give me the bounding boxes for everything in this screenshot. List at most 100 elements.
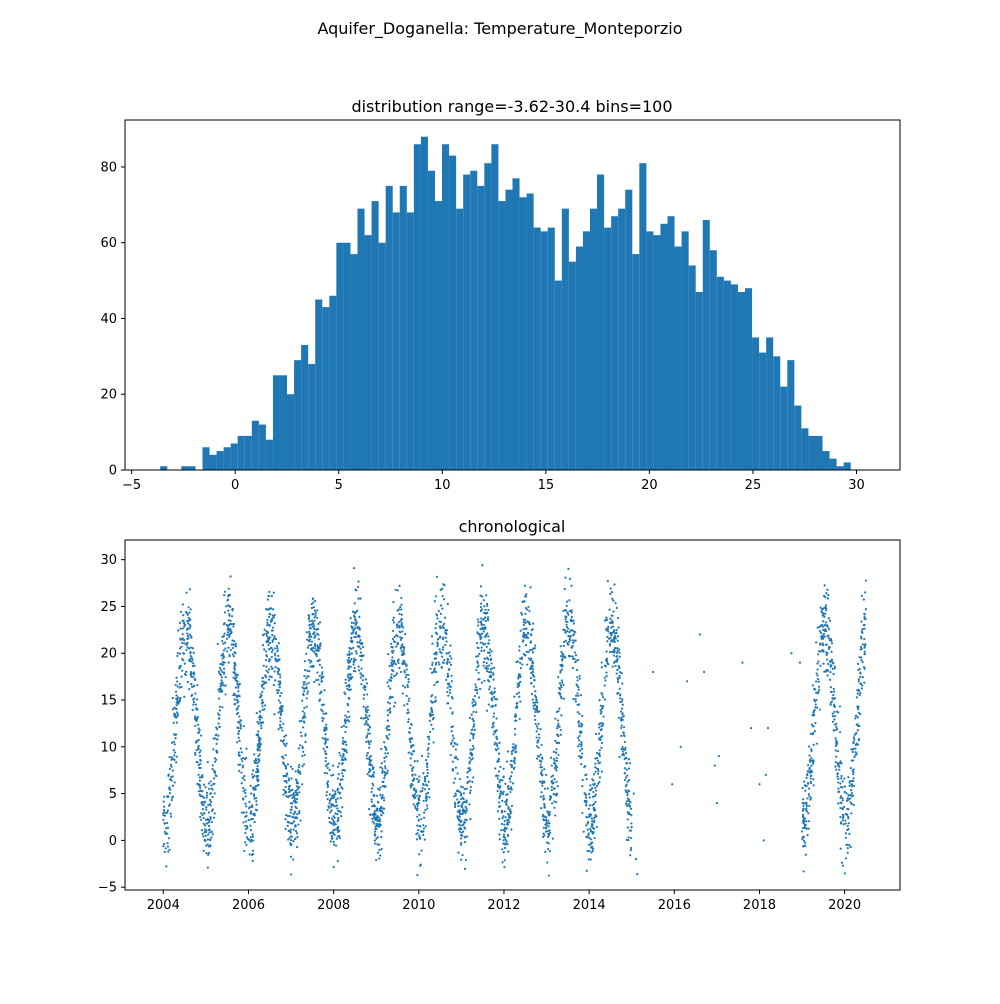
scatter-point [626, 811, 629, 814]
scatter-point [449, 707, 452, 710]
scatter-point [529, 676, 533, 680]
scatter-point [366, 693, 369, 696]
scatter-point [239, 763, 242, 766]
scatter-point [250, 792, 253, 795]
scatter-point [559, 645, 562, 648]
scatter-point [422, 799, 425, 802]
scatter-point [294, 770, 297, 773]
scatter-point [400, 649, 403, 653]
scatter-point [490, 650, 493, 653]
scatter-point [543, 802, 546, 806]
scatter-point [400, 618, 403, 621]
scatter-point [190, 682, 193, 686]
scatter-point [403, 669, 406, 672]
scatter-point [388, 697, 391, 700]
scatter-point [809, 780, 812, 783]
scatter-point [547, 842, 550, 845]
scatter-point [850, 759, 853, 762]
scatter-point [473, 699, 476, 702]
scatter-point [210, 784, 213, 787]
scatter-point [860, 630, 864, 633]
scatter-point [362, 717, 365, 720]
scatter-point [179, 627, 182, 630]
scatter-point [180, 675, 183, 678]
scatter-point [178, 647, 182, 650]
scatter-point [855, 696, 858, 699]
scatter-point [864, 617, 867, 621]
scatter-point [558, 682, 561, 685]
scatter-point [198, 779, 201, 782]
scatter-point [627, 758, 631, 761]
scatter-point [218, 705, 222, 708]
scatter-point [266, 621, 269, 624]
scatter-point [522, 600, 526, 603]
scatter-point [228, 655, 231, 658]
scatter-point [411, 774, 414, 777]
scatter-point [400, 621, 403, 624]
scatter-point [502, 851, 505, 854]
scatter-point [831, 715, 835, 718]
scatter-point [827, 637, 831, 640]
scatter-point [485, 709, 489, 712]
scatter-point [524, 636, 527, 639]
scatter-point [231, 607, 234, 611]
scatter-point [812, 710, 816, 713]
scatter-point [508, 816, 511, 819]
scatter-point [595, 751, 599, 755]
scatter-point [314, 611, 317, 615]
scatter-point [431, 701, 434, 704]
scatter-point [413, 760, 416, 763]
scatter-point [247, 818, 250, 822]
histogram-y-tick-label: 20 [100, 388, 117, 403]
scatter-point [621, 682, 624, 685]
scatter-point [554, 767, 557, 770]
scatter-point [366, 705, 369, 708]
scatter-point [476, 618, 480, 621]
scatter-point [393, 640, 397, 643]
scatter-point [463, 809, 466, 812]
scatter-point [279, 710, 282, 713]
scatter-point [607, 625, 610, 628]
scatter-point [391, 656, 394, 659]
scatter-point [626, 780, 629, 783]
scatter-point [831, 720, 835, 723]
scatter-point [289, 794, 292, 797]
scatter-point [572, 622, 576, 625]
scatter-point [820, 610, 823, 613]
scatter-point [476, 646, 479, 649]
scatter-point [605, 671, 608, 674]
scatter-point [823, 624, 826, 627]
scatter-point [829, 664, 832, 667]
scatter-point [499, 794, 502, 797]
scatter-point [303, 714, 306, 717]
scatter-point [233, 666, 236, 670]
scatter-point [837, 787, 840, 790]
scatter-point [446, 662, 449, 665]
scatter-point [534, 722, 537, 725]
scatter-point [617, 626, 620, 629]
scatter-point [292, 792, 295, 795]
scatter-point [577, 736, 580, 739]
scatter-point [425, 792, 428, 795]
scatter-point [454, 803, 457, 806]
scatter-point [509, 812, 512, 815]
scatter-point [430, 706, 433, 710]
scatter-point [352, 621, 355, 625]
scatter-point [175, 716, 178, 719]
scatter-y-tick-label: −5 [98, 881, 117, 896]
scatter-point [616, 668, 619, 672]
scatter-point [258, 710, 262, 713]
scatter-point [550, 779, 554, 782]
scatter-point [181, 627, 184, 630]
scatter-point [472, 734, 475, 738]
scatter-point [181, 619, 184, 623]
scatter-point [400, 603, 403, 606]
scatter-point [521, 663, 524, 666]
scatter-point [348, 715, 351, 718]
scatter-point [490, 662, 493, 665]
scatter-point [336, 787, 340, 790]
scatter-point [536, 757, 539, 760]
scatter-point [313, 644, 316, 647]
scatter-point [819, 642, 822, 645]
scatter-point [527, 650, 530, 654]
